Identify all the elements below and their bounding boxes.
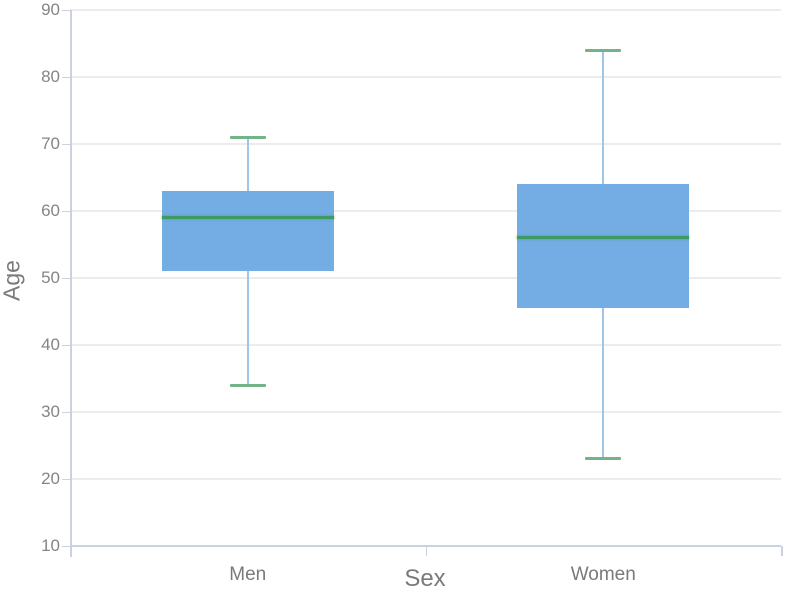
x-boundary-tick: [425, 546, 427, 556]
gridline: [70, 143, 781, 145]
gridline: [70, 9, 781, 11]
y-tick-label: 10: [41, 536, 60, 555]
median-women: [517, 236, 690, 240]
whisker-lower-men: [246, 271, 249, 386]
gridline: [70, 411, 781, 413]
y-tick-mark: [62, 545, 70, 547]
y-tick-mark: [62, 9, 70, 11]
box-women: [517, 184, 690, 309]
gridline: [70, 210, 781, 212]
x-tick-label-women: Women: [570, 564, 636, 585]
whisker-cap-bottom-women: [585, 457, 622, 461]
y-axis-line: [70, 10, 72, 557]
y-tick-label: 20: [41, 469, 60, 488]
y-tick-label: 80: [41, 67, 60, 86]
y-tick-mark: [62, 210, 70, 212]
gridline: [70, 344, 781, 346]
y-tick-label: 70: [41, 134, 60, 153]
whisker-upper-women: [602, 50, 605, 185]
whisker-cap-top-men: [229, 135, 266, 139]
x-boundary-tick: [781, 546, 783, 556]
y-tick-mark: [62, 76, 70, 78]
whisker-lower-women: [602, 308, 605, 459]
y-tick-label: 40: [41, 335, 60, 354]
y-tick-mark: [62, 344, 70, 346]
x-tick-label-men: Men: [229, 564, 267, 585]
whisker-upper-men: [246, 137, 249, 191]
whisker-cap-top-women: [585, 48, 622, 52]
box-men: [161, 190, 334, 272]
y-tick-mark: [62, 143, 70, 145]
y-tick-mark: [62, 478, 70, 480]
y-tick-mark: [62, 411, 70, 413]
gridline: [70, 76, 781, 78]
median-men: [161, 216, 334, 220]
y-tick-label: 30: [41, 402, 60, 421]
whisker-cap-bottom-men: [229, 383, 266, 387]
y-tick-label: 50: [41, 268, 60, 287]
gridline: [70, 478, 781, 480]
y-tick-label: 60: [41, 201, 60, 220]
y-tick-mark: [62, 277, 70, 279]
y-tick-label: 90: [41, 0, 60, 19]
gridline: [70, 277, 781, 279]
x-axis-title: Sex: [404, 565, 446, 592]
